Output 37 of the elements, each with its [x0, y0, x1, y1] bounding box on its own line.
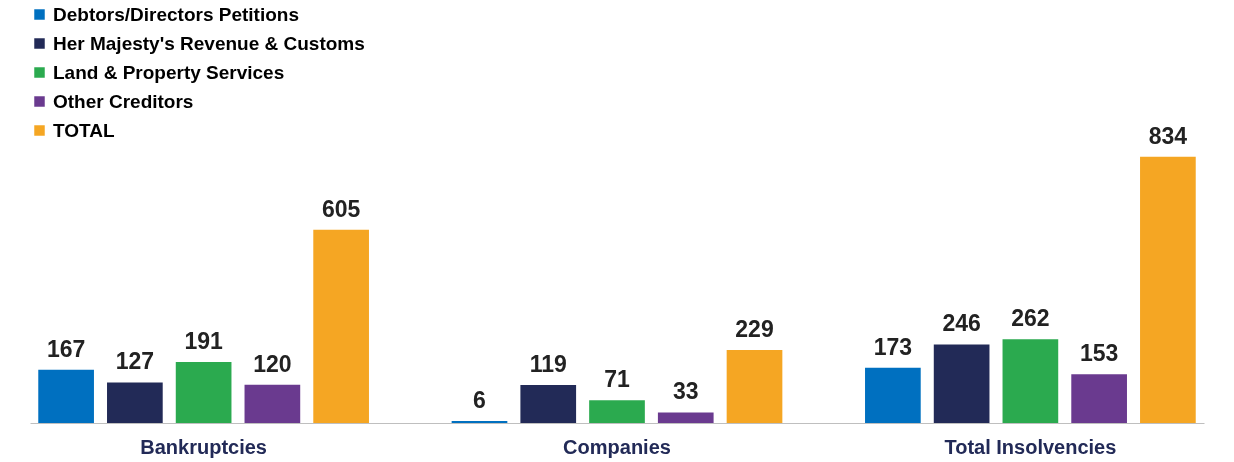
- data-label: 33: [672, 378, 699, 405]
- bar: [107, 382, 163, 423]
- bar: [38, 369, 94, 423]
- data-label: 173: [873, 333, 913, 360]
- bar: [865, 367, 921, 423]
- bar: [726, 349, 783, 423]
- data-label: 191: [184, 328, 224, 355]
- data-label: 605: [321, 195, 361, 222]
- bar: [933, 344, 990, 423]
- x-tick-label: Total Insolvencies: [944, 435, 1117, 458]
- legend-label: Debtors/Directors Petitions: [53, 3, 299, 25]
- data-label: 834: [1148, 122, 1188, 149]
- bar: [175, 362, 232, 423]
- bar: [589, 400, 645, 423]
- data-label: 119: [529, 351, 567, 378]
- data-label: 167: [46, 335, 86, 362]
- x-tick-label: Bankruptcies: [140, 435, 267, 458]
- bar: [520, 385, 577, 423]
- bar: [313, 229, 369, 423]
- data-label: 229: [735, 315, 774, 342]
- bar: [1140, 156, 1196, 423]
- data-label: 153: [1079, 340, 1119, 367]
- legend-label: Land & Property Services: [53, 61, 285, 83]
- data-label: 6: [473, 387, 486, 414]
- bar: [657, 412, 714, 423]
- legend-label: TOTAL: [53, 119, 115, 141]
- bar: [1002, 339, 1059, 423]
- data-label: 127: [115, 348, 155, 375]
- data-label: 120: [253, 350, 292, 377]
- legend-label: Her Majesty's Revenue & Customs: [53, 32, 365, 54]
- data-label: 262: [1011, 305, 1050, 332]
- bar: [1071, 374, 1127, 423]
- x-tick-label: Companies: [563, 435, 671, 458]
- data-label: 71: [604, 366, 630, 393]
- legend-label: Other Creditors: [53, 90, 194, 112]
- bar: [244, 384, 301, 423]
- data-label: 246: [942, 310, 981, 337]
